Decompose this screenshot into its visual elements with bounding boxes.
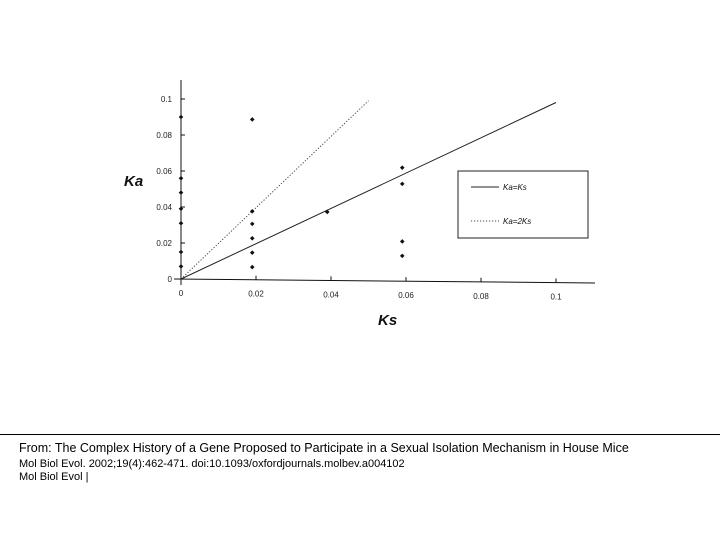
legend-box: [457, 170, 589, 239]
y-tick-label: 0.04: [156, 203, 172, 212]
x-tick-label: 0.06: [398, 291, 414, 300]
y-tick-label: 0.1: [161, 95, 173, 104]
x-tick-label: 0: [179, 289, 184, 298]
data-point: [178, 206, 184, 212]
x-axis-title: Ks: [378, 312, 397, 329]
y-tick-label: 0.08: [156, 131, 172, 140]
x-tick-label: 0.08: [473, 292, 489, 301]
line-ka-equals-ks: [180, 102, 557, 280]
data-point: [399, 239, 405, 244]
data-point: [399, 165, 405, 170]
reference-lines: [180, 100, 557, 280]
data-point: [399, 181, 405, 187]
figure-caption: From: The Complex History of a Gene Prop…: [19, 442, 719, 484]
data-point: [249, 235, 255, 241]
caption-citation: Mol Biol Evol. 2002;19(4):462-471. doi:1…: [19, 458, 405, 470]
legend-label-ka-ks: Ka=Ks: [503, 183, 527, 192]
caption-title: From: The Complex History of a Gene Prop…: [19, 441, 629, 455]
x-tick-label: 0.04: [323, 290, 339, 299]
line-ka-equals-2ks: [180, 100, 369, 280]
caption-divider: [0, 434, 720, 435]
data-point: [249, 208, 255, 214]
data-point: [178, 114, 184, 120]
x-axis-line: [173, 278, 596, 284]
data-point: [399, 253, 405, 259]
data-point: [249, 250, 255, 255]
data-point: [249, 221, 255, 227]
data-point: [249, 264, 255, 270]
data-point: [178, 249, 184, 255]
x-tick-label: 0.1: [550, 293, 562, 302]
y-tick-label: 0: [168, 275, 173, 284]
data-point: [249, 117, 255, 122]
legend: Ka=Ks Ka=2Ks: [457, 170, 589, 239]
data-point: [178, 190, 184, 195]
tick-marks: 0 0.02 0.04 0.06 0.08 0.1 0 0.02 0.04 0.06 0.08 0.1: [156, 95, 562, 302]
scatter-chart: 0 0.02 0.04 0.06 0.08 0.1 0 0.02 0.04 0.06 0.08 0.1…: [124, 80, 596, 329]
data-point: [178, 264, 184, 269]
data-point: [178, 175, 184, 181]
y-axis-title: Ka: [124, 173, 143, 190]
x-tick-label: 0.02: [248, 290, 264, 299]
data-point: [324, 209, 330, 215]
y-tick-label: 0.02: [156, 239, 172, 248]
legend-label-ka-2ks: Ka=2Ks: [503, 217, 531, 226]
caption-journal: Mol Biol Evol |: [19, 471, 89, 483]
y-tick-label: 0.06: [156, 167, 172, 176]
data-points: [178, 114, 405, 270]
data-point: [178, 220, 184, 226]
